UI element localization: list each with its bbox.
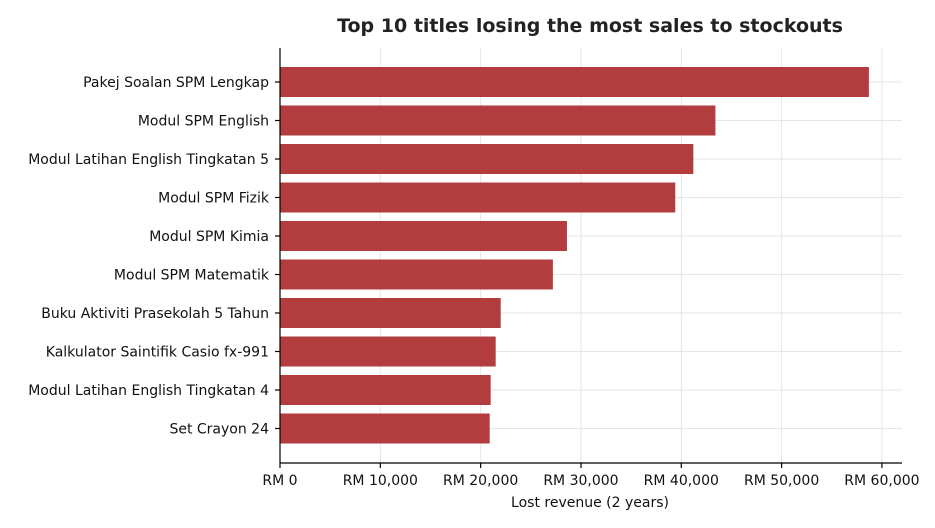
category-label: Modul SPM Fizik <box>158 191 270 207</box>
x-ticks: RM 0 RM 10,000 RM 20,000 RM 30,000 RM 40,000… <box>262 463 920 489</box>
x-tick-label: RM 10,000 <box>343 473 418 489</box>
chart-title: Top 10 titles losing the most sales to s… <box>337 15 843 37</box>
bar <box>280 298 501 328</box>
x-tick-label: RM 0 <box>262 473 297 489</box>
bar <box>280 67 869 97</box>
category-labels: Pakej Soalan SPM Lengkap Modul SPM Englis… <box>28 75 280 438</box>
x-tick-label: RM 50,000 <box>744 473 819 489</box>
x-tick-label: RM 60,000 <box>844 473 919 489</box>
bar <box>280 336 496 367</box>
bar <box>280 105 716 136</box>
category-label: Kalkulator Saintifik Casio fx-991 <box>46 345 269 361</box>
x-axis-label: Lost revenue (2 years) <box>511 495 669 511</box>
bar <box>280 259 553 290</box>
category-label: Set Crayon 24 <box>169 422 269 438</box>
bar <box>280 182 676 213</box>
category-label: Modul Latihan English Tingkatan 4 <box>28 383 269 399</box>
bar <box>280 144 694 174</box>
x-tick-label: RM 30,000 <box>543 473 618 489</box>
category-label: Buku Aktiviti Prasekolah 5 Tahun <box>41 306 269 322</box>
bar <box>280 375 491 405</box>
bar <box>280 221 567 251</box>
x-tick-label: RM 20,000 <box>443 473 518 489</box>
x-tick-label: RM 40,000 <box>644 473 719 489</box>
category-label: Modul SPM Kimia <box>149 229 269 245</box>
category-label: Pakej Soalan SPM Lengkap <box>83 75 269 91</box>
bars <box>280 67 869 444</box>
bar <box>280 413 490 444</box>
category-label: Modul Latihan English Tingkatan 5 <box>28 152 269 168</box>
category-label: Modul SPM English <box>138 114 269 130</box>
category-label: Modul SPM Matematik <box>114 268 270 284</box>
